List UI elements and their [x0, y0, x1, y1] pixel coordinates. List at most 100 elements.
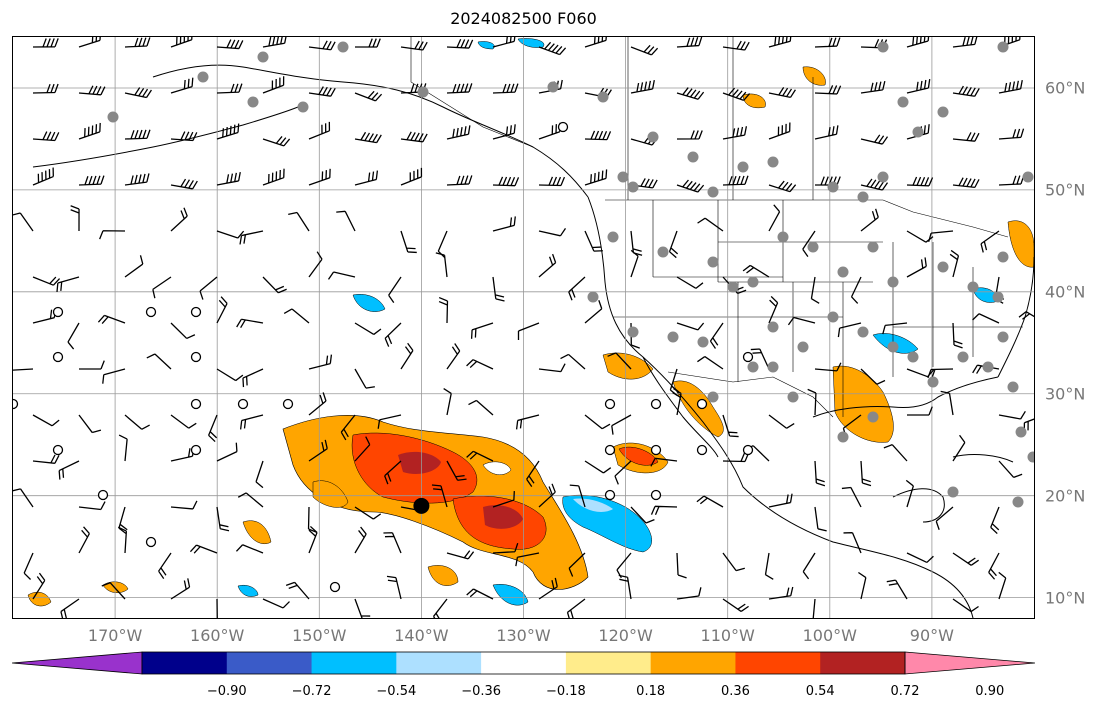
station-dot	[937, 261, 949, 273]
wind-barb	[32, 83, 59, 94]
wind-barb	[354, 322, 382, 335]
wind-barbs	[13, 37, 1034, 618]
graticule	[13, 37, 1034, 618]
wind-barb	[443, 388, 452, 416]
lon-tick-label: 120°W	[598, 626, 653, 645]
wind-barb	[216, 368, 244, 382]
colorbar-segment	[311, 652, 397, 674]
wind-barb	[466, 450, 494, 462]
wind-barb	[802, 230, 816, 258]
wind-barb	[262, 168, 285, 186]
wind-barb	[998, 571, 1007, 600]
wind-barb	[810, 276, 820, 304]
coast-cuba	[952, 454, 1014, 463]
wind-barb	[568, 276, 586, 301]
wind-barb	[1023, 418, 1034, 432]
wind-barb	[170, 131, 198, 142]
wind-barb	[354, 90, 383, 102]
wind-barb	[860, 134, 889, 145]
station-open	[190, 398, 202, 410]
colorbar-segment	[481, 652, 567, 674]
wind-barb	[308, 525, 318, 554]
wind-barb	[952, 552, 979, 566]
station-dot	[927, 376, 939, 388]
wind-barb	[99, 230, 126, 240]
wind-barb	[768, 204, 781, 232]
station-dot	[257, 51, 269, 63]
wind-barb	[538, 577, 558, 600]
field-orange-11	[802, 66, 826, 86]
wind-barb	[584, 414, 611, 430]
wind-barb	[860, 208, 879, 232]
station-dot	[877, 41, 889, 53]
wind-barb	[722, 452, 750, 463]
wind-barb	[492, 83, 519, 94]
wind-barb	[492, 176, 520, 187]
wind-barb	[630, 80, 655, 94]
lat-tick-label: 40°N	[1045, 282, 1086, 302]
coast-westcoast	[587, 196, 974, 618]
wind-barb	[722, 552, 745, 572]
map-canvas	[13, 37, 1034, 618]
wind-barb	[216, 230, 245, 239]
station-dot	[912, 126, 924, 138]
lat-tick-label: 50°N	[1045, 180, 1086, 200]
station-dot	[197, 71, 209, 83]
wind-barb	[446, 38, 474, 49]
wind-barb	[400, 342, 414, 370]
colorbar-segment	[820, 652, 906, 674]
station-open	[696, 444, 708, 456]
wind-barb	[858, 571, 867, 600]
wind-barb	[118, 506, 128, 535]
wind-barb	[560, 353, 586, 370]
wind-barb	[584, 87, 612, 98]
colorbar	[12, 651, 1035, 675]
colorbar-segment	[142, 652, 228, 674]
wind-barb	[526, 460, 540, 487]
wind-barb	[446, 83, 473, 94]
wind-barb	[239, 414, 264, 430]
wind-barb	[998, 37, 1021, 48]
wind-barb	[709, 322, 724, 349]
wind-barb	[308, 251, 323, 278]
wind-barb	[327, 271, 356, 280]
station-dot	[907, 351, 919, 363]
wind-barb	[672, 388, 682, 416]
wind-barb	[812, 598, 816, 618]
border-canada-prov	[627, 37, 814, 200]
station-dot	[1027, 451, 1034, 463]
colorbar-tick-label: 0.90	[975, 684, 1005, 699]
wind-barb	[32, 308, 57, 324]
wind-barb	[32, 38, 59, 48]
wind-barb	[431, 484, 448, 508]
colorbar-segment	[565, 652, 652, 674]
station-dot	[707, 256, 719, 268]
wind-barb	[722, 414, 739, 438]
wind-barb	[814, 85, 842, 95]
wind-barb	[676, 322, 705, 331]
wind-barb	[650, 505, 678, 515]
wind-barb	[255, 460, 264, 489]
wind-barb	[216, 506, 230, 532]
station-dot	[647, 131, 659, 143]
wind-barb	[927, 368, 954, 379]
station-dot	[877, 171, 889, 183]
wind-barb	[584, 37, 607, 48]
wind-barb	[384, 460, 402, 485]
field-shading	[27, 38, 1034, 607]
station-dot	[767, 156, 779, 168]
border-us-mexico	[667, 371, 834, 418]
border-canada-us	[605, 199, 1009, 238]
wind-barb	[170, 322, 196, 340]
wind-barb	[538, 253, 557, 278]
colorbar-tick-label: 0.72	[890, 684, 920, 699]
wind-barb	[56, 276, 80, 293]
coast-baja	[642, 356, 719, 458]
wind-barb	[308, 86, 336, 97]
lon-tick-label: 90°W	[909, 626, 954, 645]
wind-barb	[216, 83, 243, 94]
wind-barb	[32, 167, 54, 186]
wind-barb	[101, 582, 126, 600]
wind-barb	[433, 598, 448, 618]
wind-barb	[336, 210, 356, 232]
